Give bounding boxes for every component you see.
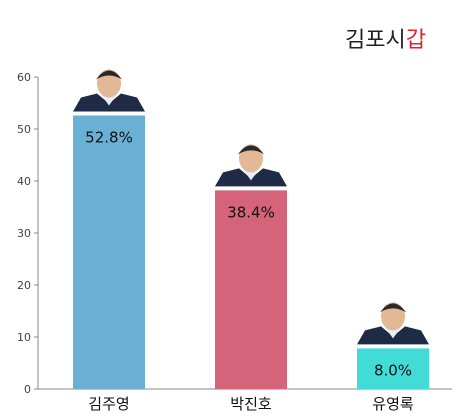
category-label: 박진호: [230, 395, 272, 413]
candidate-portrait: [73, 69, 145, 112]
portrait-shirt: [385, 327, 401, 339]
y-tick-label: 10: [17, 331, 31, 344]
portrait-suit: [357, 326, 429, 345]
candidate-portrait: [215, 144, 287, 187]
chart-title: 김포시갑: [345, 22, 426, 54]
data-label: 8.0%: [374, 361, 412, 379]
y-tick-label: 0: [24, 383, 31, 396]
bar: [215, 189, 287, 389]
y-tick-label: 30: [17, 227, 31, 240]
data-label: 52.8%: [85, 128, 133, 146]
portrait-face: [97, 69, 121, 98]
portrait-suit: [215, 168, 287, 187]
candidate-portrait: [357, 302, 429, 345]
data-label: 38.4%: [227, 203, 275, 221]
category-label: 김주영: [88, 395, 129, 413]
photo-layer: [73, 69, 429, 345]
y-tick-label: 20: [17, 279, 31, 292]
category-label: 유영록: [372, 395, 414, 413]
bar: [73, 114, 145, 389]
portrait-hair: [380, 303, 406, 313]
region-name: 김포시: [345, 28, 406, 53]
portrait-face: [239, 144, 263, 173]
portrait-suit: [73, 93, 145, 112]
portrait-shirt: [243, 169, 259, 181]
bar-layer: [73, 113, 429, 389]
y-tick-label: 60: [17, 71, 31, 84]
portrait-hair: [238, 145, 264, 155]
district-name: 갑: [405, 28, 426, 53]
y-tick-label: 50: [17, 123, 31, 136]
label-layer: 52.8% 김주영 38.4% 박진호 8.0% 유영록: [85, 128, 414, 413]
portrait-shirt: [101, 94, 117, 106]
portrait-face: [381, 302, 405, 331]
y-tick-label: 40: [17, 175, 31, 188]
portrait-hair: [96, 70, 122, 80]
bar: [357, 347, 429, 389]
